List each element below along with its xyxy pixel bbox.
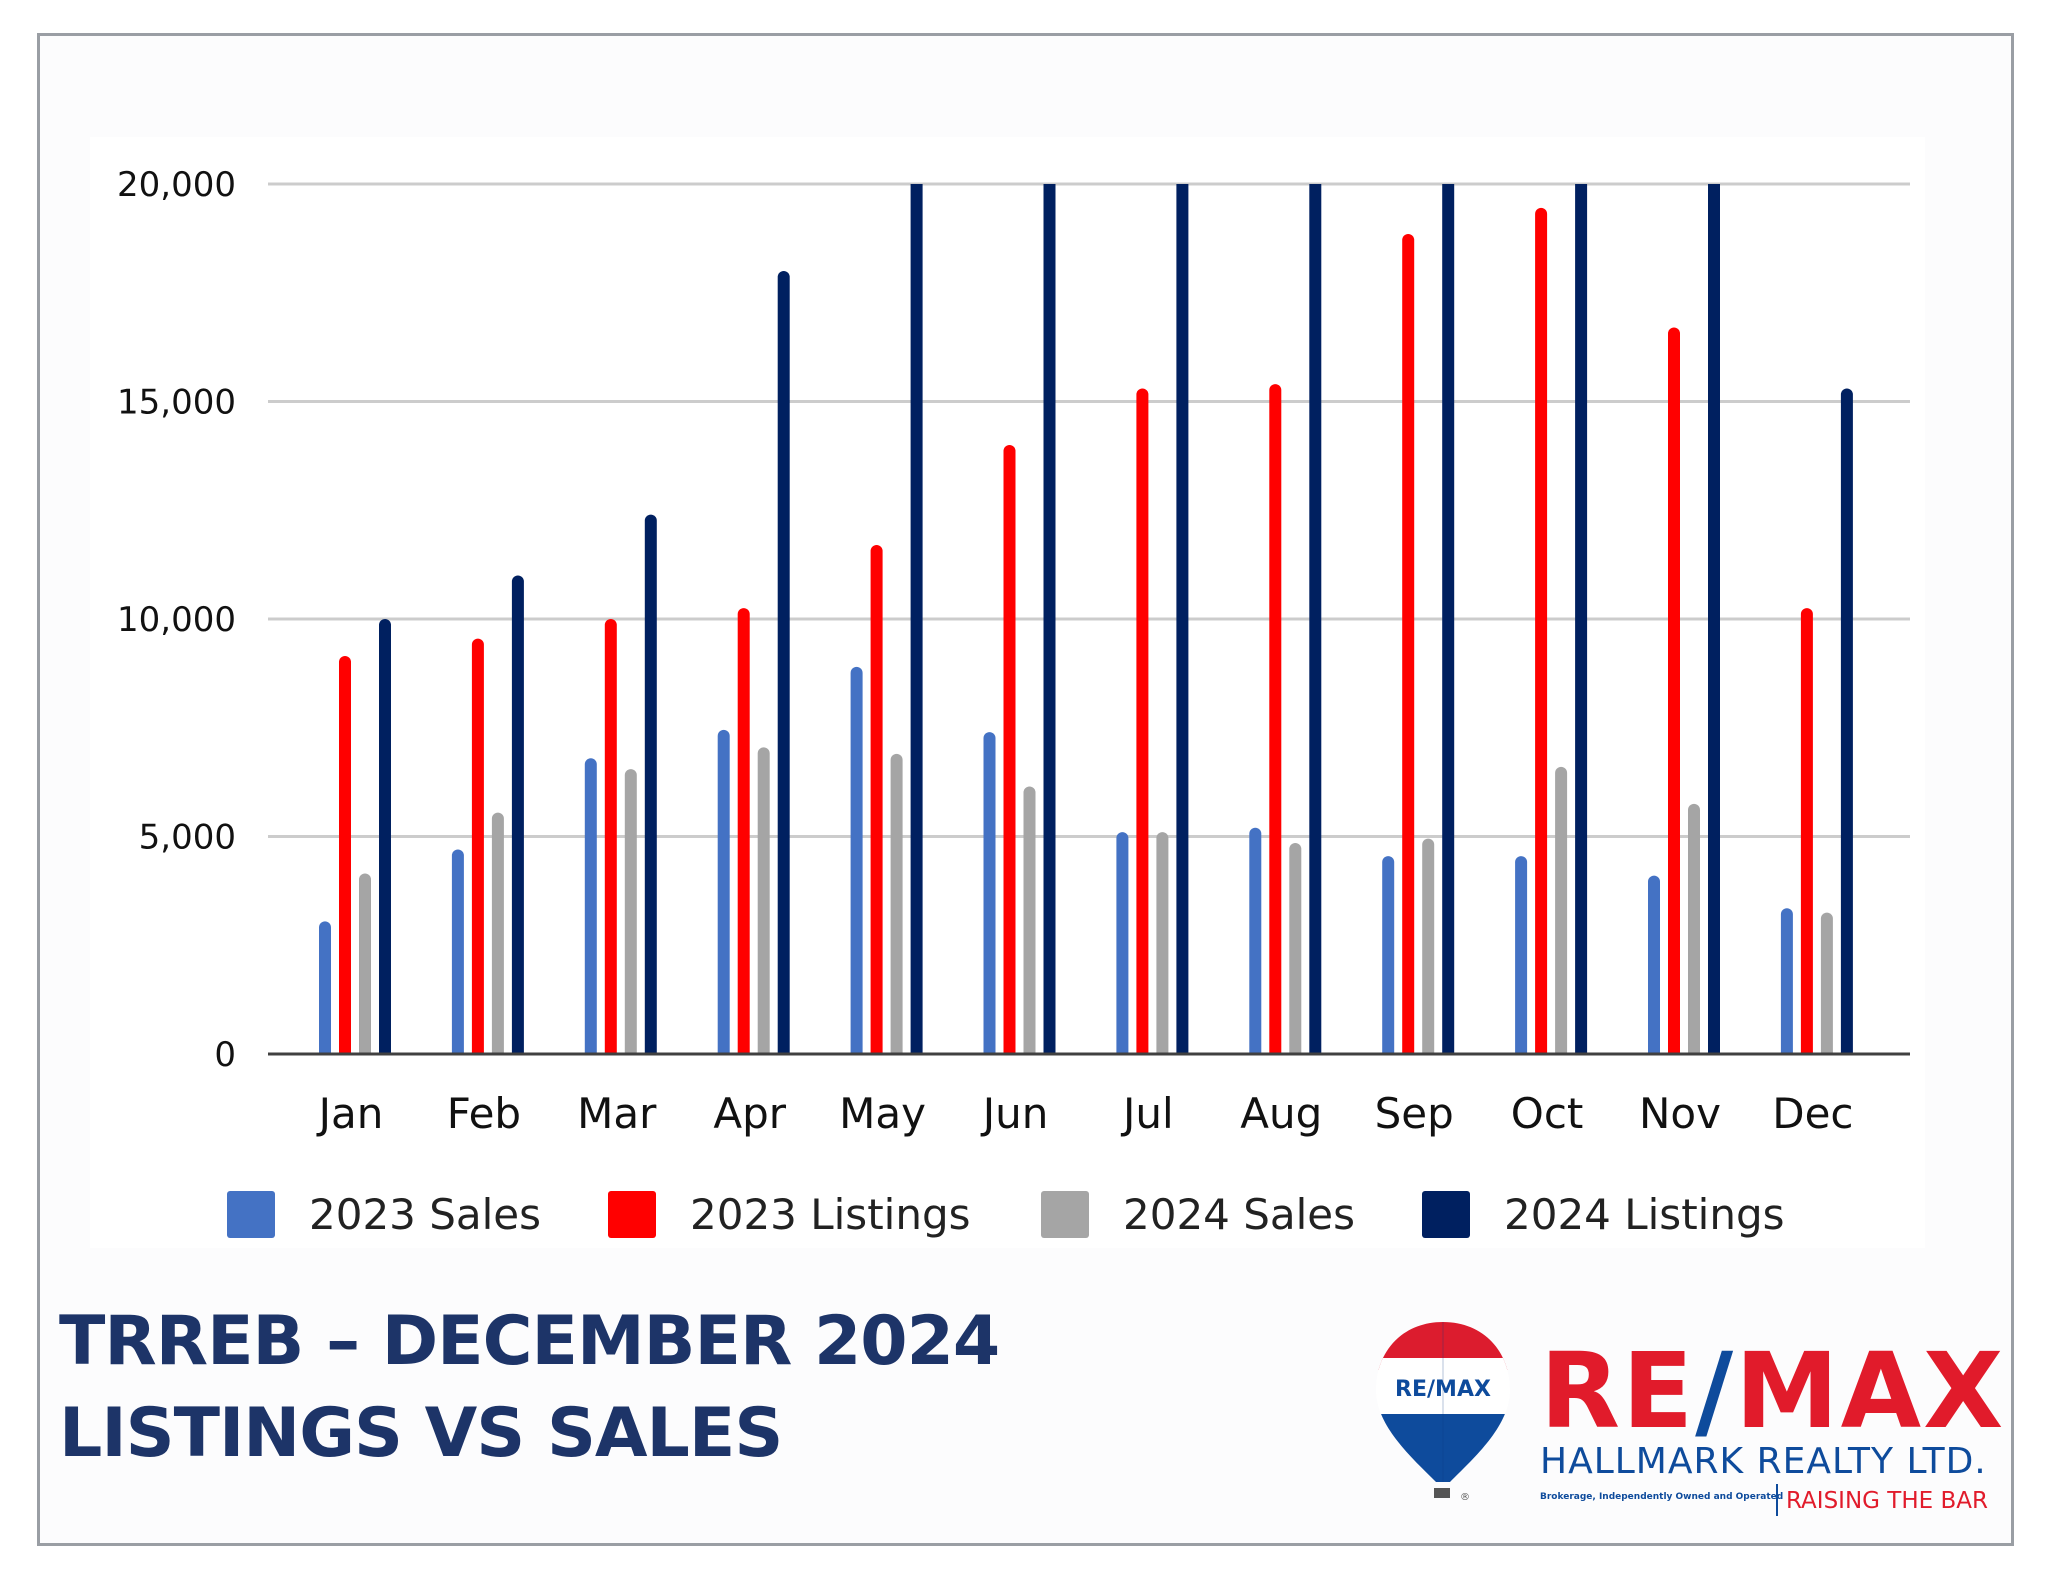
bar-2024-sales-nov	[1688, 803, 1700, 1054]
x-tick-label: Nov	[1639, 1089, 1721, 1138]
x-tick-label: May	[839, 1089, 926, 1138]
title-line-1: TRREB – DECEMBER 2024	[59, 1302, 1000, 1381]
bar-2024-listings-jan	[379, 619, 391, 1054]
bar-2023-sales-mar	[584, 758, 597, 1054]
bar-2023-sales-jun	[983, 732, 996, 1054]
bar-2023-sales-sep	[1382, 856, 1395, 1054]
bar-2024-listings-aug	[1309, 184, 1322, 1054]
bar-2023-sales-may	[850, 666, 863, 1054]
legend-item: 2023 Listings	[608, 1190, 971, 1239]
bar-2024-sales-may	[890, 753, 903, 1054]
bar-2024-listings-jun	[1043, 184, 1056, 1054]
bar-2023-listings-nov	[1668, 327, 1680, 1054]
wordmark-re: RE	[1540, 1330, 1696, 1452]
wordmark-max: MAX	[1735, 1330, 2006, 1452]
bar-2023-listings-feb	[471, 638, 484, 1054]
bar-2023-sales-jul	[1116, 832, 1129, 1054]
bar-2023-sales-nov	[1648, 875, 1660, 1054]
balloon-text: RE/MAX	[1395, 1377, 1491, 1402]
x-tick-label: Dec	[1772, 1089, 1853, 1138]
bar-2023-listings-apr	[737, 608, 750, 1054]
remax-hallmark-logo: RE/MAX ® RE/MAX HALLMARK REALTY LTD. Bro…	[1368, 1318, 2003, 1518]
legend-item: 2024 Sales	[1041, 1190, 1355, 1239]
company-name: HALLMARK REALTY LTD.	[1540, 1441, 1987, 1482]
legend-label: 2024 Sales	[1123, 1190, 1355, 1239]
bar-2023-listings-sep	[1402, 234, 1415, 1054]
bar-2024-sales-jun	[1023, 786, 1036, 1054]
bar-2024-listings-jul	[1176, 184, 1189, 1054]
y-tick-label: 10,000	[117, 600, 236, 640]
y-axis-tick-labels: 0 5,000 10,000 15,000 20,000	[117, 165, 236, 1075]
x-tick-label: Sep	[1375, 1089, 1454, 1138]
registered-mark: ®	[1460, 1492, 1470, 1503]
bar-2024-sales-oct	[1555, 766, 1568, 1054]
bar-2023-listings-jun	[1003, 445, 1016, 1055]
legend-label: 2023 Sales	[309, 1190, 541, 1239]
brokerage-note: Brokerage, Independently Owned and Opera…	[1540, 1492, 1784, 1502]
bar-2024-sales-jul	[1156, 832, 1169, 1054]
bars	[319, 184, 1853, 1055]
bar-2024-listings-mar	[644, 514, 657, 1054]
legend-item: 2023 Sales	[227, 1190, 541, 1239]
x-tick-label: Mar	[577, 1089, 657, 1138]
legend-item: 2024 Listings	[1422, 1190, 1785, 1239]
bar-2023-listings-jan	[339, 655, 351, 1054]
bar-2024-sales-aug	[1289, 843, 1302, 1054]
bar-2023-sales-feb	[451, 849, 464, 1054]
x-tick-label: Jul	[1120, 1089, 1174, 1138]
bar-2023-listings-aug	[1269, 384, 1282, 1054]
bar-2023-listings-oct	[1535, 207, 1548, 1055]
x-tick-label: Jun	[980, 1089, 1049, 1138]
bar-2023-sales-aug	[1249, 827, 1262, 1054]
legend-swatch	[1422, 1191, 1470, 1238]
bar-2024-sales-feb	[491, 812, 504, 1054]
legend-swatch	[608, 1191, 656, 1238]
legend: 2023 Sales 2023 Listings 2024 Sales 2024 Li…	[227, 1190, 1785, 1239]
y-tick-label: 5,000	[139, 818, 236, 858]
bar-2024-sales-sep	[1422, 838, 1435, 1054]
bar-2024-listings-nov	[1708, 184, 1720, 1054]
bar-2023-sales-oct	[1515, 856, 1528, 1054]
bar-2024-listings-dec	[1840, 388, 1853, 1054]
legend-label: 2024 Listings	[1504, 1190, 1785, 1239]
x-tick-label: Oct	[1511, 1089, 1584, 1138]
bar-2024-sales-dec	[1820, 912, 1833, 1054]
bar-2024-listings-sep	[1442, 184, 1455, 1054]
bar-2024-sales-apr	[757, 747, 770, 1054]
bar-2024-sales-jan	[359, 873, 371, 1054]
bar-2023-sales-apr	[717, 729, 730, 1054]
legend-swatch	[1041, 1191, 1089, 1238]
wordmark-slash: /	[1695, 1330, 1736, 1452]
bar-2023-listings-dec	[1800, 608, 1813, 1054]
title-line-2: LISTINGS VS SALES	[59, 1394, 783, 1473]
remax-wordmark: RE/MAX	[1540, 1336, 2005, 1446]
bar-2024-listings-may	[910, 184, 923, 1054]
x-axis-tick-labels: Jan Feb Mar Apr May Jun Jul Aug Sep Oct Nov Dec	[316, 1089, 1854, 1138]
remax-balloon-icon: RE/MAX ®	[1376, 1322, 1510, 1503]
x-tick-label: Jan	[316, 1089, 384, 1138]
bar-2023-sales-dec	[1780, 908, 1793, 1054]
bar-2024-listings-oct	[1575, 184, 1588, 1054]
bar-2023-listings-may	[870, 545, 883, 1054]
gridlines	[268, 182, 1910, 838]
bar-2024-listings-apr	[777, 271, 790, 1054]
bar-2023-listings-mar	[604, 619, 617, 1054]
page-title: TRREB – DECEMBER 2024 LISTINGS VS SALES	[59, 1296, 1000, 1480]
y-tick-label: 15,000	[117, 383, 236, 423]
bar-2023-sales-jan	[319, 921, 331, 1054]
x-tick-label: Aug	[1240, 1089, 1322, 1138]
logo-divider	[1776, 1484, 1778, 1516]
legend-label: 2023 Listings	[690, 1190, 971, 1239]
x-tick-label: Apr	[713, 1089, 786, 1138]
legend-swatch	[227, 1191, 275, 1238]
slogan: RAISING THE BAR	[1786, 1488, 1988, 1514]
bar-2023-listings-jul	[1136, 388, 1149, 1054]
bar-2024-listings-feb	[511, 575, 524, 1054]
x-tick-label: Feb	[447, 1089, 521, 1138]
y-tick-label: 20,000	[117, 165, 236, 205]
bar-2024-sales-mar	[624, 769, 637, 1054]
y-tick-label: 0	[214, 1035, 236, 1075]
